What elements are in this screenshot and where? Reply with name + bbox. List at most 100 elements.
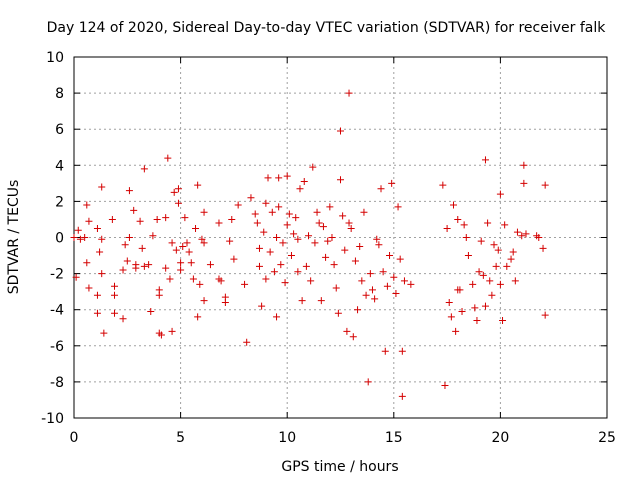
- data-point: [138, 244, 146, 252]
- data-point: [351, 257, 359, 265]
- data-point: [479, 271, 487, 279]
- data-point: [164, 154, 172, 162]
- data-point: [273, 313, 281, 321]
- data-point: [488, 291, 496, 299]
- data-point: [273, 234, 281, 241]
- data-point: [147, 308, 155, 316]
- data-point: [93, 224, 101, 232]
- data-point: [185, 248, 193, 256]
- data-point: [541, 181, 549, 189]
- data-point: [93, 309, 101, 317]
- data-point: [541, 311, 549, 319]
- data-point: [270, 268, 278, 276]
- data-point: [449, 201, 457, 209]
- x-tick-label: 10: [278, 430, 296, 446]
- data-point: [290, 230, 298, 238]
- data-point: [377, 185, 385, 193]
- data-point: [283, 172, 291, 180]
- data-point: [200, 297, 208, 305]
- data-point: [388, 179, 396, 187]
- data-point: [277, 261, 285, 269]
- data-point: [319, 223, 327, 231]
- data-point: [445, 298, 453, 306]
- data-point: [481, 156, 489, 164]
- y-tick-label: -6: [50, 339, 64, 355]
- data-point: [454, 215, 462, 223]
- data-point: [345, 219, 353, 227]
- data-point: [96, 248, 104, 256]
- data-point: [364, 378, 372, 386]
- data-point: [381, 347, 389, 355]
- data-point: [326, 203, 334, 211]
- y-tick-label: 10: [46, 50, 64, 66]
- data-point: [373, 235, 381, 243]
- ticks-layer: 0 5 10 15 20 25 -10 -8 -6 -4 -2 0 2 4 6 8 10: [41, 50, 616, 446]
- data-point: [170, 188, 178, 196]
- data-point: [477, 237, 485, 245]
- data-point: [83, 259, 91, 267]
- x-tick-label: 15: [385, 430, 403, 446]
- grid-layer: [74, 57, 607, 418]
- y-axis-label: SDTVAR / TECUs: [6, 180, 22, 295]
- data-point: [168, 327, 176, 335]
- data-point: [366, 270, 374, 278]
- data-point: [362, 291, 370, 299]
- data-point: [383, 282, 391, 290]
- data-point: [140, 262, 148, 270]
- data-point: [100, 329, 108, 337]
- x-tick-label: 5: [176, 430, 185, 446]
- data-point: [81, 234, 89, 241]
- data-point: [511, 277, 519, 285]
- data-point: [339, 212, 347, 220]
- data-point: [266, 248, 274, 256]
- data-point: [255, 262, 263, 270]
- data-point: [260, 228, 268, 236]
- data-point: [275, 174, 283, 182]
- data-point: [279, 239, 287, 247]
- data-point: [130, 206, 138, 214]
- x-tick-label: 0: [70, 430, 79, 446]
- data-point: [234, 201, 242, 209]
- data-point: [174, 199, 182, 207]
- data-point: [462, 234, 470, 241]
- data-point: [262, 199, 270, 207]
- data-point: [349, 333, 357, 341]
- data-point: [281, 279, 289, 287]
- y-tick-label: 8: [55, 86, 64, 102]
- data-point: [183, 239, 191, 247]
- data-point: [177, 266, 185, 274]
- data-point: [302, 262, 310, 270]
- data-point: [162, 264, 170, 272]
- data-point: [475, 268, 483, 276]
- y-tick-label: -10: [41, 411, 64, 427]
- data-point: [332, 284, 340, 292]
- data-point: [168, 239, 176, 247]
- data-point: [518, 232, 526, 240]
- data-point: [484, 219, 492, 227]
- data-point: [501, 221, 509, 229]
- x-tick-label: 25: [598, 430, 616, 446]
- data-point: [172, 246, 180, 254]
- data-point: [287, 252, 295, 260]
- data-point: [400, 277, 408, 285]
- data-point: [300, 178, 308, 186]
- data-point: [486, 277, 494, 285]
- data-point: [539, 244, 547, 252]
- data-point: [499, 317, 507, 325]
- data-point: [294, 235, 302, 243]
- data-point: [255, 244, 263, 252]
- data-point: [298, 297, 306, 305]
- data-point: [179, 243, 187, 251]
- data-point: [149, 232, 157, 240]
- data-point: [496, 190, 504, 198]
- data-point: [503, 262, 511, 270]
- data-point: [328, 234, 336, 241]
- data-point: [196, 280, 204, 288]
- y-tick-label: -2: [50, 267, 64, 283]
- data-point: [305, 232, 313, 240]
- data-point: [228, 215, 236, 223]
- data-point: [386, 252, 394, 260]
- data-point: [460, 221, 468, 229]
- data-point: [398, 392, 406, 400]
- data-point: [443, 224, 451, 232]
